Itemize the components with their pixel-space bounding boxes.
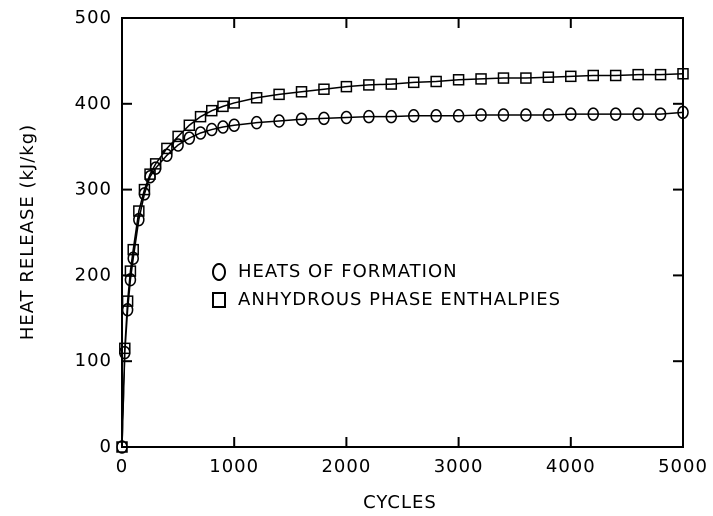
y-tick-label: 300 [75, 179, 112, 200]
point [587, 107, 599, 121]
x-tick-label: 4000 [546, 456, 596, 477]
point [363, 79, 375, 91]
point [172, 130, 184, 143]
x-tick-label: 3000 [434, 456, 484, 477]
x-tick-label: 5000 [658, 456, 708, 477]
point [217, 100, 229, 113]
point [133, 205, 145, 217]
point [295, 86, 308, 98]
point [677, 105, 689, 120]
legend-marker [212, 263, 226, 281]
point [609, 107, 622, 121]
point [654, 68, 667, 81]
y-tick-label: 200 [75, 264, 112, 285]
point [452, 74, 465, 86]
legend-marker [212, 292, 226, 308]
y-tick-label: 0 [100, 436, 112, 457]
point [250, 92, 263, 104]
point [407, 109, 420, 123]
point [520, 72, 532, 84]
point [206, 122, 218, 137]
point [430, 109, 442, 123]
point [116, 441, 128, 453]
point [161, 142, 173, 155]
x-tick-label: 2000 [321, 456, 371, 477]
point [542, 108, 555, 122]
point [542, 71, 555, 83]
legend-label: ANHYDROUS PHASE ENTHALPIES [238, 289, 561, 310]
y-axis-label: HEAT RELEASE (kJ/kg) [17, 124, 38, 340]
point [565, 70, 577, 83]
point [475, 108, 487, 122]
point [407, 76, 420, 89]
point [430, 75, 442, 88]
point [127, 243, 139, 256]
point [565, 107, 577, 121]
point [121, 295, 134, 307]
legend-label: HEATS OF FORMATION [238, 261, 458, 282]
point [677, 68, 689, 80]
point [250, 115, 263, 130]
point [340, 80, 353, 93]
point [194, 126, 207, 140]
x-axis-label: CYCLES [363, 492, 437, 513]
series-line [121, 73, 684, 448]
point [340, 110, 353, 125]
x-tick-label: 1000 [209, 456, 259, 477]
point [295, 112, 308, 126]
point [149, 158, 162, 170]
point [609, 69, 622, 82]
point [273, 114, 285, 128]
y-tick-label: 500 [75, 7, 112, 28]
point [385, 109, 398, 124]
point [138, 183, 151, 196]
point [119, 342, 131, 355]
point [206, 104, 218, 117]
plot-frame [121, 17, 684, 448]
point [632, 68, 644, 81]
point [183, 119, 196, 131]
point [520, 108, 532, 122]
point [587, 69, 599, 82]
point [363, 109, 375, 124]
point [172, 138, 184, 152]
point [318, 111, 330, 126]
point [475, 73, 487, 85]
point [194, 110, 207, 123]
y-tick-label: 100 [75, 350, 112, 371]
point [497, 72, 510, 84]
y-tick-label: 400 [75, 93, 112, 114]
point [228, 97, 240, 109]
point [273, 88, 285, 101]
x-tick-label: 0 [116, 456, 128, 477]
point [318, 83, 330, 95]
series-line [121, 111, 684, 448]
point [217, 120, 229, 134]
point [497, 108, 510, 122]
point [632, 107, 644, 121]
point [124, 265, 137, 277]
point [183, 131, 196, 145]
point [452, 109, 465, 123]
point [228, 118, 240, 132]
point [654, 107, 667, 121]
point [385, 78, 398, 90]
